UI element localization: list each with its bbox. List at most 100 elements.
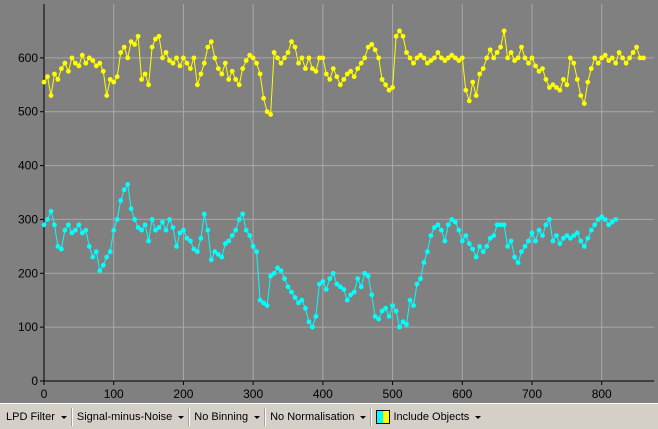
data-point bbox=[188, 238, 193, 244]
data-point bbox=[191, 246, 197, 252]
data-point bbox=[411, 303, 416, 308]
data-point bbox=[135, 33, 141, 39]
normalisation-dropdown[interactable]: No Normalisation bbox=[267, 407, 369, 427]
data-point bbox=[52, 71, 57, 77]
data-point bbox=[320, 55, 326, 61]
toolbar-separator bbox=[264, 407, 267, 426]
data-point bbox=[386, 87, 392, 93]
data-point bbox=[271, 270, 277, 276]
data-point bbox=[69, 230, 75, 236]
data-point bbox=[543, 77, 549, 82]
data-point bbox=[243, 58, 249, 63]
data-point bbox=[275, 265, 280, 271]
data-point bbox=[487, 235, 493, 241]
data-point bbox=[86, 244, 92, 249]
include-objects-dropdown[interactable]: Include Objects bbox=[373, 407, 484, 427]
data-point bbox=[233, 227, 239, 233]
data-point bbox=[459, 55, 465, 61]
data-point bbox=[114, 74, 120, 80]
data-point bbox=[205, 227, 211, 233]
data-point bbox=[404, 50, 409, 55]
data-point bbox=[198, 235, 204, 241]
data-point bbox=[351, 289, 357, 295]
data-point bbox=[477, 244, 483, 249]
data-point bbox=[554, 233, 559, 239]
data-point bbox=[452, 219, 458, 225]
data-point bbox=[79, 52, 85, 58]
data-point bbox=[327, 77, 333, 82]
plot-area: 0 100 200 300 400 500 600 700 800 0 100 200 300 400 50… bbox=[17, 4, 654, 401]
data-point bbox=[76, 63, 82, 69]
data-point bbox=[540, 233, 545, 239]
data-point bbox=[236, 82, 242, 88]
data-point bbox=[571, 60, 577, 66]
signal-mode-dropdown[interactable]: Signal-minus-Noise bbox=[74, 407, 187, 427]
toolbar-separator bbox=[188, 407, 191, 426]
y-tick-label: 300 bbox=[18, 212, 38, 226]
data-point bbox=[372, 47, 378, 53]
lpd-filter-dropdown[interactable]: LPD Filter bbox=[3, 407, 70, 427]
lpd-filter-label: LPD Filter bbox=[6, 410, 55, 423]
data-point bbox=[69, 55, 75, 61]
data-point bbox=[299, 297, 305, 303]
tick-labels: 0 100 200 300 400 500 600 700 800 0 100 200 300 400 50… bbox=[18, 51, 612, 401]
data-point bbox=[376, 55, 381, 61]
data-point bbox=[616, 50, 622, 55]
x-tick-label: 700 bbox=[522, 387, 542, 401]
data-point bbox=[310, 66, 315, 71]
data-point bbox=[491, 55, 497, 61]
data-point bbox=[358, 284, 364, 290]
data-point bbox=[512, 58, 517, 63]
data-point bbox=[142, 222, 148, 228]
data-point bbox=[404, 322, 409, 327]
data-point bbox=[139, 227, 145, 233]
data-point bbox=[313, 314, 319, 319]
data-point bbox=[407, 55, 413, 61]
data-point bbox=[397, 28, 402, 34]
data-point bbox=[470, 246, 476, 252]
data-point bbox=[100, 68, 106, 74]
data-point bbox=[449, 52, 455, 58]
chevron-down-icon bbox=[178, 415, 185, 419]
data-point bbox=[212, 55, 218, 61]
data-point bbox=[505, 244, 510, 249]
data-point bbox=[414, 281, 420, 287]
data-point bbox=[285, 284, 291, 290]
x-tick-label: 200 bbox=[173, 387, 193, 401]
data-point bbox=[609, 219, 615, 225]
data-point bbox=[153, 36, 158, 42]
y-tick-label: 600 bbox=[18, 51, 38, 65]
data-point bbox=[599, 55, 605, 61]
data-point bbox=[526, 60, 531, 66]
data-point bbox=[547, 217, 552, 222]
data-point bbox=[602, 52, 608, 58]
data-point bbox=[442, 58, 448, 63]
data-point bbox=[435, 50, 441, 55]
data-point bbox=[425, 249, 430, 255]
data-point bbox=[306, 55, 312, 61]
data-point bbox=[125, 182, 131, 187]
data-point bbox=[372, 314, 378, 319]
data-point bbox=[400, 33, 406, 39]
data-point bbox=[118, 50, 124, 55]
data-point bbox=[473, 254, 479, 260]
binning-dropdown[interactable]: No Binning bbox=[191, 407, 263, 427]
data-point bbox=[463, 87, 469, 93]
chevron-down-icon bbox=[360, 415, 367, 419]
data-point bbox=[508, 238, 514, 244]
y-tick-label: 200 bbox=[18, 266, 38, 280]
data-point bbox=[456, 227, 462, 233]
data-point bbox=[334, 281, 340, 287]
data-point bbox=[296, 60, 301, 66]
data-point bbox=[163, 50, 169, 55]
data-point bbox=[257, 297, 263, 303]
data-point bbox=[432, 225, 437, 230]
data-point bbox=[330, 270, 336, 276]
data-point bbox=[445, 222, 451, 228]
toolbar-separator bbox=[70, 407, 73, 426]
line-chart: 0 100 200 300 400 500 600 700 800 0 100 200 300 400 50… bbox=[18, 4, 654, 401]
data-point bbox=[188, 66, 193, 71]
data-point bbox=[160, 219, 165, 225]
data-point bbox=[62, 60, 68, 66]
